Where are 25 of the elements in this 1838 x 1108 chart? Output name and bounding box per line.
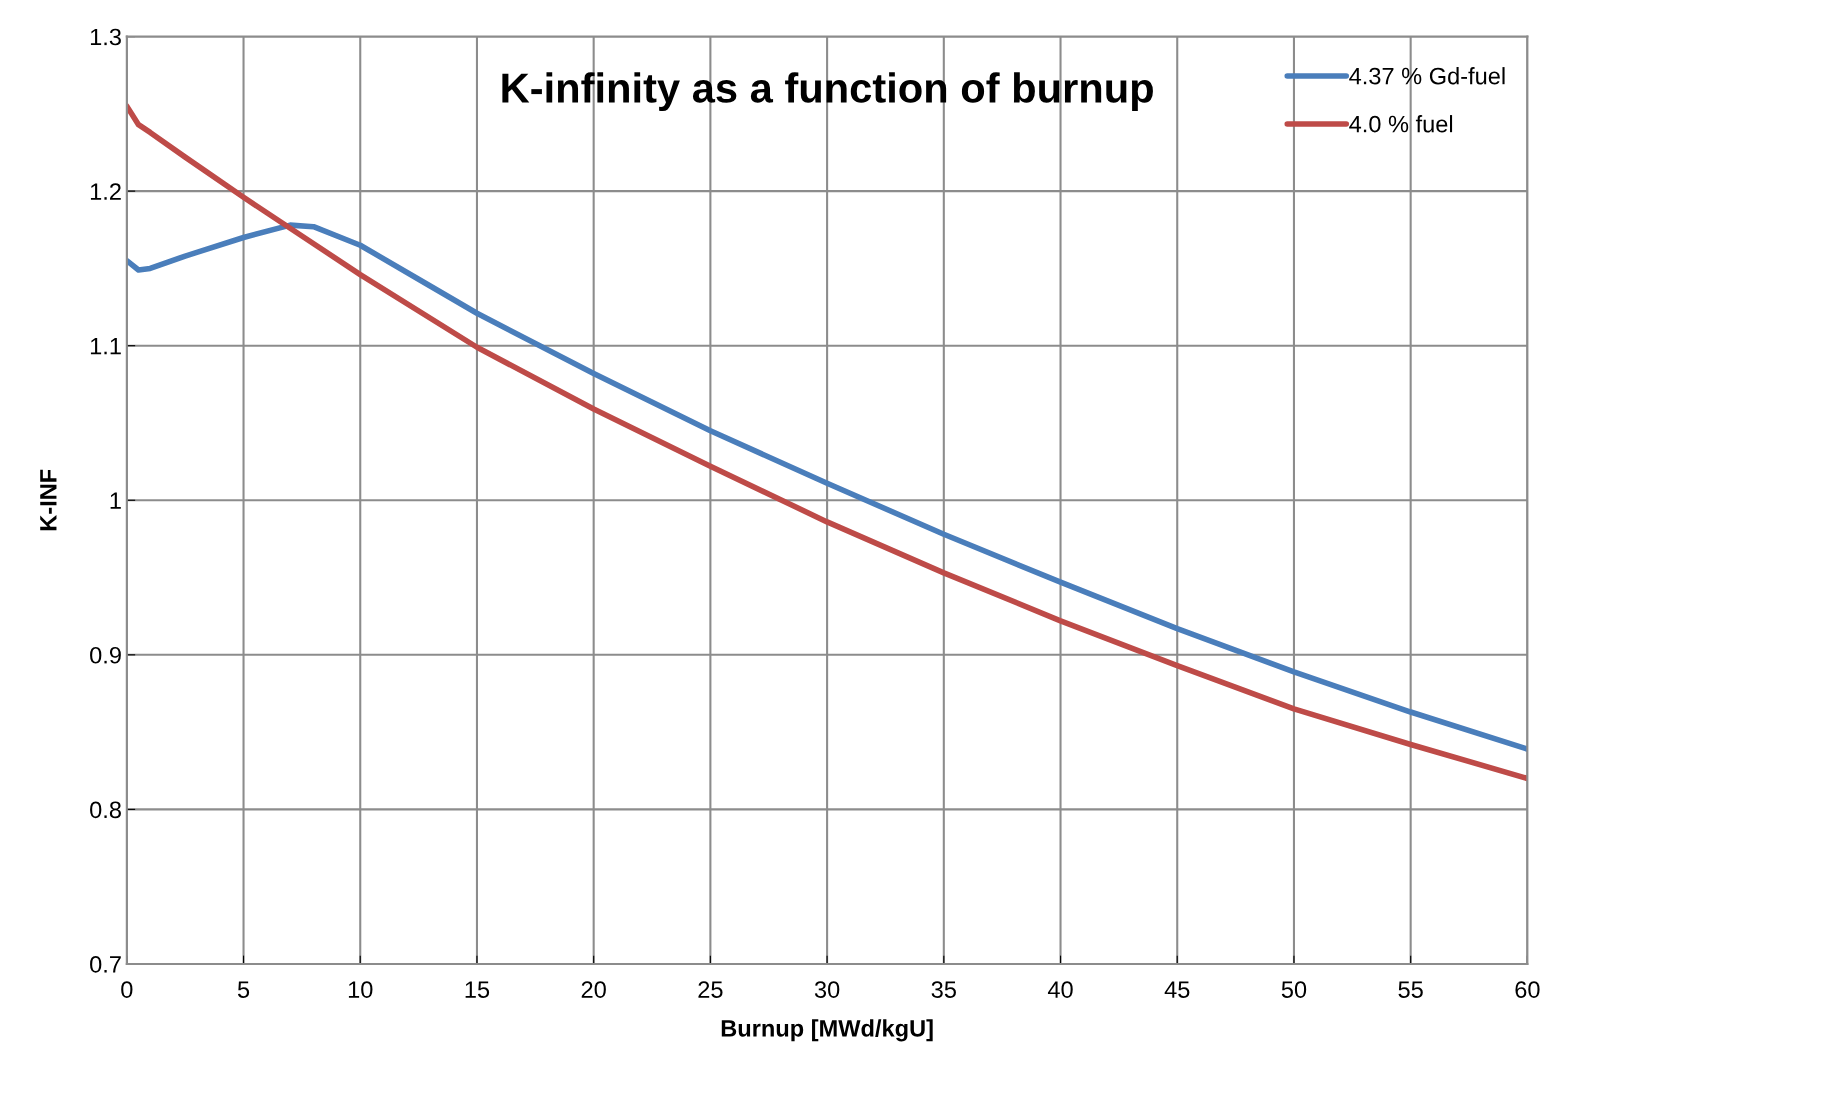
x-tick-label: 30 bbox=[814, 981, 840, 998]
x-tick-label: 20 bbox=[581, 981, 606, 998]
legend-label: 4.0 % fuel bbox=[1349, 115, 1453, 133]
x-axis-title: Burnup [MWd/kgU] bbox=[721, 1019, 933, 1042]
x-tick-label: 40 bbox=[1047, 981, 1073, 998]
y-tick-label: 1.1 bbox=[90, 338, 121, 355]
text: K-infinity as a function of burnup bbox=[502, 72, 1153, 112]
y-tick-label: 1 bbox=[110, 492, 121, 509]
x-tick-label: 55 bbox=[1398, 981, 1423, 998]
x-tick-label: 0 bbox=[121, 981, 133, 998]
y-tick-label: 1.3 bbox=[90, 28, 121, 46]
x-tick-label: 10 bbox=[348, 981, 373, 998]
y-tick-label: 0.7 bbox=[90, 956, 121, 973]
x-tick-label: 50 bbox=[1281, 981, 1307, 998]
y-axis-title: K-INF bbox=[40, 469, 57, 531]
y-tick-label: 0.8 bbox=[90, 801, 121, 819]
x-tick-label: 60 bbox=[1515, 981, 1540, 998]
y-tick-label: 1.2 bbox=[90, 183, 121, 200]
x-tick-label: 45 bbox=[1164, 981, 1190, 998]
x-tick-label: 25 bbox=[698, 981, 723, 998]
legend-label: 4.37 % Gd-fuel bbox=[1349, 67, 1505, 85]
x-tick-label: 15 bbox=[465, 981, 490, 998]
x-tick-label: 35 bbox=[931, 981, 956, 998]
x-tick-label: 5 bbox=[237, 981, 250, 998]
y-tick-label: 0.9 bbox=[90, 646, 121, 664]
